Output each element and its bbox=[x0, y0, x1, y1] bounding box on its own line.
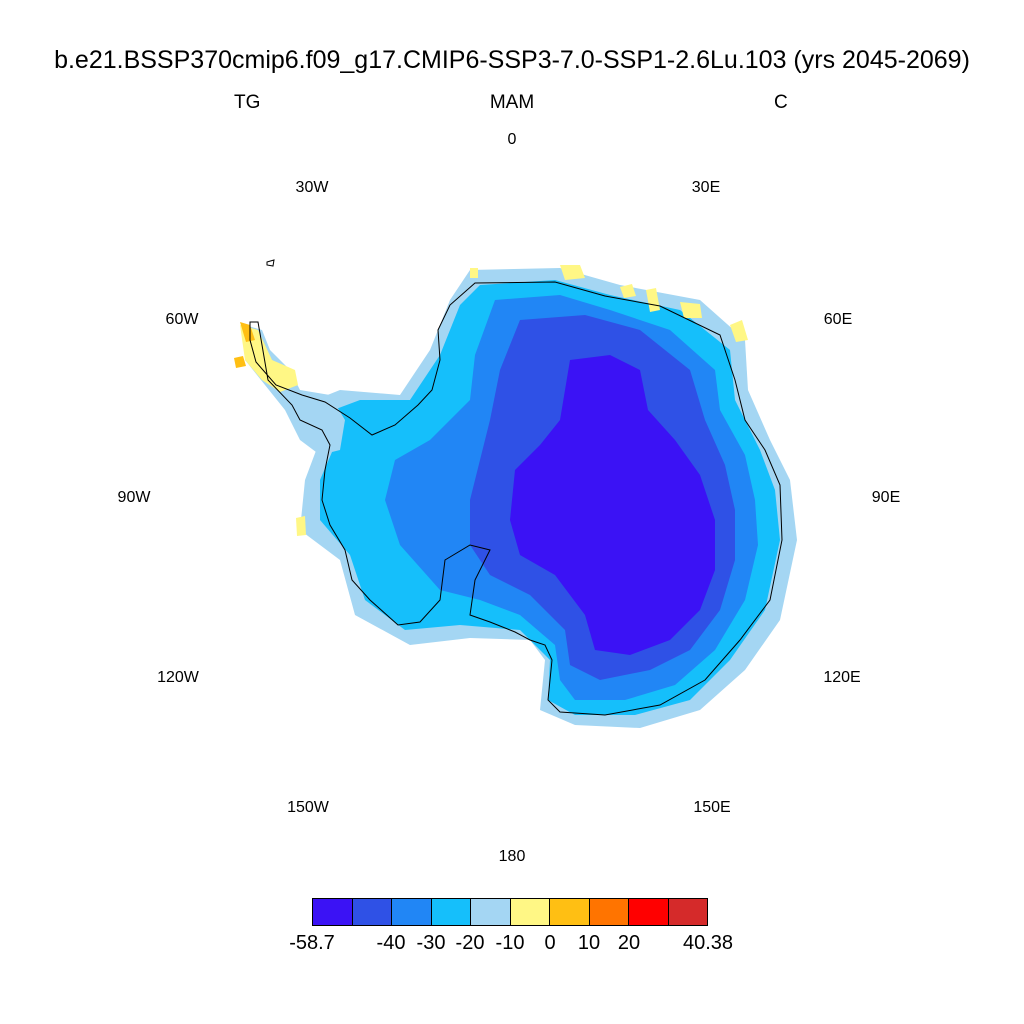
colorbar-swatch-6 bbox=[510, 899, 550, 925]
colorbar-label-neg30: -30 bbox=[416, 932, 446, 954]
colorbar-label-neg20: -20 bbox=[455, 932, 485, 954]
coastline bbox=[249, 281, 783, 716]
region-coast-warm-6 bbox=[470, 268, 478, 278]
lon-label-90w: 90W bbox=[117, 489, 151, 506]
lon-label-150e: 150E bbox=[693, 799, 731, 816]
region-coast-warm-2 bbox=[620, 284, 636, 298]
colorbar-label-neg10: -10 bbox=[495, 932, 525, 954]
colorbar-swatch-8 bbox=[589, 899, 629, 925]
lon-label-120w: 120W bbox=[157, 669, 199, 686]
colorbar bbox=[312, 898, 708, 926]
colorbar-swatch-10 bbox=[668, 899, 707, 925]
colorbar-label-20: 20 bbox=[617, 932, 641, 954]
colorbar-swatch-4 bbox=[431, 899, 471, 925]
lon-label-60w: 60W bbox=[165, 311, 199, 328]
lon-label-30e: 30E bbox=[691, 179, 721, 196]
colorbar-swatch-2 bbox=[352, 899, 392, 925]
colorbar-swatch-3 bbox=[392, 899, 432, 925]
season-label: MAM bbox=[489, 92, 535, 113]
region-west-warm bbox=[296, 516, 306, 536]
colorbar-swatch-5 bbox=[471, 899, 511, 925]
region-coast-warm-3 bbox=[646, 288, 660, 312]
variable-label: TG bbox=[234, 92, 261, 113]
lon-label-30w: 30W bbox=[295, 179, 329, 196]
island-outline bbox=[266, 259, 275, 267]
units-label: C bbox=[774, 92, 788, 113]
region-band-coldest bbox=[510, 355, 715, 655]
region-coast-warm-1 bbox=[560, 265, 585, 280]
colorbar-swatch-1 bbox=[313, 899, 353, 925]
region-peninsula-warm bbox=[240, 325, 298, 392]
lon-label-0: 0 bbox=[507, 131, 517, 148]
colorbar-swatch-9 bbox=[629, 899, 669, 925]
colorbar-label-10: 10 bbox=[577, 932, 601, 954]
lon-label-150w: 150W bbox=[287, 799, 329, 816]
region-coast-warm-4 bbox=[680, 302, 702, 318]
lon-label-90e: 90E bbox=[871, 489, 901, 506]
colorbar-label-min: -58.7 bbox=[289, 932, 335, 954]
lon-label-180: 180 bbox=[498, 848, 526, 865]
colorbar-label-0: 0 bbox=[544, 932, 556, 954]
colorbar-swatch-7 bbox=[550, 899, 590, 925]
colorbar-label-neg40: -40 bbox=[376, 932, 406, 954]
region-coast-warm-5 bbox=[730, 320, 748, 342]
lon-label-120e: 120E bbox=[823, 669, 861, 686]
colorbar-label-max: 40.38 bbox=[682, 932, 734, 954]
region-peninsula-hot bbox=[240, 322, 255, 342]
lon-label-60e: 60E bbox=[823, 311, 853, 328]
map-title: b.e21.BSSP370cmip6.f09_g17.CMIP6-SSP3-7.… bbox=[54, 46, 970, 74]
region-peninsula-hot-2 bbox=[234, 356, 246, 368]
